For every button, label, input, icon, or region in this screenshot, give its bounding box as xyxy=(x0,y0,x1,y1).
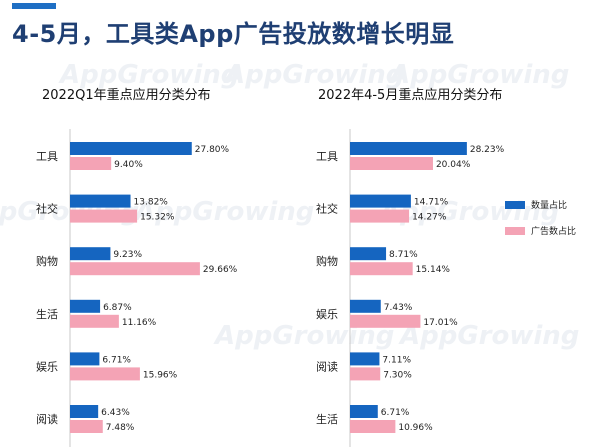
data-label: 17.01% xyxy=(423,318,458,328)
category-label: 生活 xyxy=(316,412,338,426)
bar-count xyxy=(350,352,380,366)
legend-item-ad: 广告数占比 xyxy=(505,223,576,238)
category-label: 娱乐 xyxy=(36,359,58,373)
title-accent-bar xyxy=(12,3,56,9)
data-label: 7.30% xyxy=(383,370,412,380)
data-label: 9.40% xyxy=(114,160,143,170)
data-label: 15.96% xyxy=(143,370,178,380)
bar-count xyxy=(70,194,131,208)
legend: 数量占比 广告数占比 xyxy=(505,197,576,249)
category-label: 工具 xyxy=(36,150,58,163)
data-label: 6.87% xyxy=(103,303,132,313)
data-label: 20.04% xyxy=(436,160,471,170)
bar-count xyxy=(70,299,101,313)
legend-item-count: 数量占比 xyxy=(505,197,576,212)
data-label: 15.32% xyxy=(140,213,175,223)
category-label: 阅读 xyxy=(36,412,58,426)
legend-label-ad: 广告数占比 xyxy=(531,227,577,237)
category-label: 阅读 xyxy=(316,359,338,373)
bar-ad xyxy=(70,367,140,381)
chart-title-left: 2022Q1年重点应用分类分布 xyxy=(42,88,211,103)
chart-title-right: 2022年4-5月重点应用分类分布 xyxy=(318,88,503,103)
data-label: 8.71% xyxy=(389,250,418,260)
category-label: 生活 xyxy=(36,307,58,321)
data-label: 27.80% xyxy=(195,145,230,155)
bar-count xyxy=(350,405,378,418)
data-label: 7.11% xyxy=(382,355,411,365)
data-label: 28.23% xyxy=(470,145,505,155)
bar-ad xyxy=(70,420,103,433)
bar-ad xyxy=(70,262,200,276)
data-label: 6.71% xyxy=(102,355,131,365)
bar-count xyxy=(350,194,411,208)
data-label: 10.96% xyxy=(398,423,433,433)
data-label: 14.27% xyxy=(412,213,447,223)
bar-ad xyxy=(70,157,112,170)
legend-label-count: 数量占比 xyxy=(531,201,568,211)
data-label: 14.71% xyxy=(414,198,449,208)
bar-ad xyxy=(70,314,119,328)
bar-ad xyxy=(350,420,396,433)
data-label: 6.43% xyxy=(101,408,130,418)
data-label: 6.71% xyxy=(381,408,410,418)
bar-count xyxy=(70,247,111,261)
bar-ad xyxy=(350,314,421,328)
bar-count xyxy=(70,142,192,155)
category-label: 社交 xyxy=(316,202,338,216)
data-label: 15.14% xyxy=(416,265,451,275)
data-label: 9.23% xyxy=(113,250,142,260)
bar-count xyxy=(350,247,387,261)
bar-count xyxy=(350,142,467,155)
bar-ad xyxy=(70,209,138,223)
bar-count xyxy=(350,299,381,313)
bar-ad xyxy=(350,157,433,170)
legend-swatch-ad xyxy=(505,226,525,235)
legend-swatch-count xyxy=(505,200,525,209)
category-label: 购物 xyxy=(36,254,58,268)
bar-ad xyxy=(350,209,410,223)
bar-ad xyxy=(350,262,413,276)
data-label: 13.82% xyxy=(134,198,169,208)
bar-ad xyxy=(350,367,381,381)
bar-count xyxy=(70,405,99,418)
data-label: 7.43% xyxy=(384,303,413,313)
category-label: 社交 xyxy=(36,202,58,216)
data-label: 29.66% xyxy=(203,265,238,275)
bar-count xyxy=(70,352,100,366)
data-label: 11.16% xyxy=(122,318,157,328)
category-label: 购物 xyxy=(316,254,338,268)
page-title: 4-5月，工具类App广告投放数增长明显 xyxy=(12,20,455,48)
category-label: 娱乐 xyxy=(316,307,338,321)
category-label: 工具 xyxy=(316,150,338,163)
data-label: 7.48% xyxy=(106,423,135,433)
